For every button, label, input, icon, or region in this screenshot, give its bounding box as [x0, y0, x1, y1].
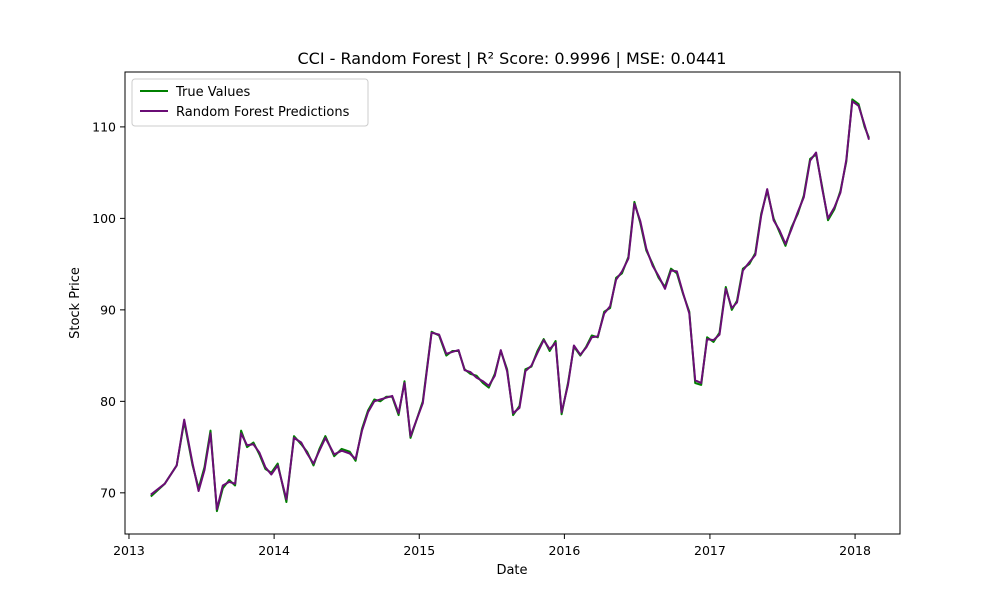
- x-axis: 2013 2014 2015 2016 2017 2018: [113, 534, 871, 558]
- x-tick-label: 2018: [839, 543, 871, 558]
- y-tick-label: 90: [100, 302, 116, 317]
- series-line-random-forest-predictions: [150, 100, 870, 511]
- y-axis: 70 80 90 100 110: [92, 119, 125, 500]
- series-line-true-values: [150, 98, 870, 513]
- y-tick-label: 80: [100, 394, 116, 409]
- y-tick-label: 100: [92, 211, 116, 226]
- plot-frame: [124, 71, 901, 535]
- x-tick-label: 2017: [694, 543, 726, 558]
- y-axis-label: Stock Price: [68, 267, 83, 339]
- legend-label-random-forest-predictions: Random Forest Predictions: [176, 105, 350, 120]
- legend: True Values Random Forest Predictions: [131, 78, 369, 127]
- chart-title: CCI - Random Forest | R² Score: 0.9996 |…: [298, 49, 727, 68]
- legend-label-true-values: True Values: [175, 85, 250, 100]
- x-tick-label: 2016: [548, 543, 580, 558]
- y-tick-label: 110: [92, 119, 116, 134]
- x-tick-label: 2013: [113, 543, 145, 558]
- series-layer: [150, 98, 870, 513]
- legend-box: [131, 78, 369, 127]
- x-tick-label: 2015: [403, 543, 435, 558]
- x-axis-label: Date: [496, 563, 527, 578]
- y-tick-label: 70: [100, 485, 116, 500]
- x-tick-label: 2014: [258, 543, 290, 558]
